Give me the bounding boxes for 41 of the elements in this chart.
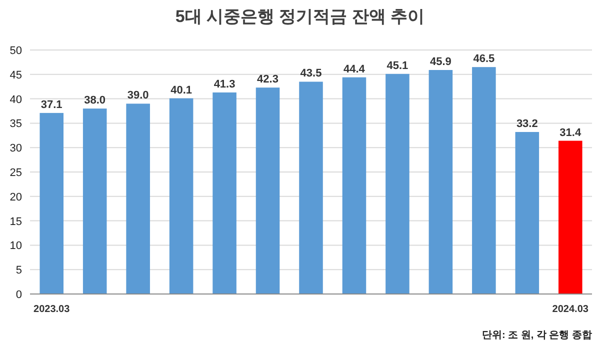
y-tick-label: 35 — [10, 118, 22, 130]
bar — [428, 70, 453, 294]
x-tick-label: 2024.03 — [552, 304, 589, 315]
bar — [342, 77, 366, 294]
chart-title: 5대 시중은행 정기적금 잔액 추이 — [175, 7, 425, 26]
data-label: 44.4 — [344, 63, 366, 76]
data-label: 42.3 — [257, 74, 278, 86]
bar — [82, 108, 107, 294]
data-label: 38.0 — [84, 94, 106, 107]
y-tick-label: 15 — [10, 216, 22, 228]
y-tick-label: 30 — [10, 142, 22, 155]
y-tick-label: 40 — [10, 94, 22, 106]
y-tick-label: 45 — [10, 69, 22, 82]
y-tick-label: 5 — [16, 264, 22, 277]
data-label: 39.0 — [127, 90, 149, 102]
bar — [515, 132, 540, 294]
data-label: 33.2 — [516, 118, 538, 130]
data-label: 45.9 — [430, 56, 452, 68]
bar — [386, 74, 410, 294]
y-tick-label: 50 — [10, 45, 22, 57]
data-label: 45.1 — [386, 60, 408, 72]
y-tick-label: 10 — [10, 240, 22, 252]
data-label: 40.1 — [170, 84, 192, 96]
data-label: 43.5 — [300, 68, 322, 80]
bar — [40, 112, 64, 294]
data-label: 41.3 — [214, 78, 236, 90]
y-tick-label: 25 — [10, 167, 22, 179]
y-tick-label: 0 — [16, 289, 22, 301]
bar — [558, 140, 582, 294]
data-label: 37.1 — [40, 98, 62, 111]
bar — [256, 88, 280, 294]
bar — [169, 98, 194, 294]
bar — [299, 82, 323, 294]
data-label: 46.5 — [473, 53, 495, 66]
x-tick-label: 2023.03 — [34, 304, 70, 315]
bar — [126, 104, 150, 294]
bar — [212, 92, 236, 294]
text: 단위: 조 원, 각 은행 종합 — [482, 330, 592, 341]
bar — [472, 67, 496, 294]
y-tick-label: 20 — [10, 191, 22, 204]
data-label: 31.4 — [560, 126, 582, 139]
